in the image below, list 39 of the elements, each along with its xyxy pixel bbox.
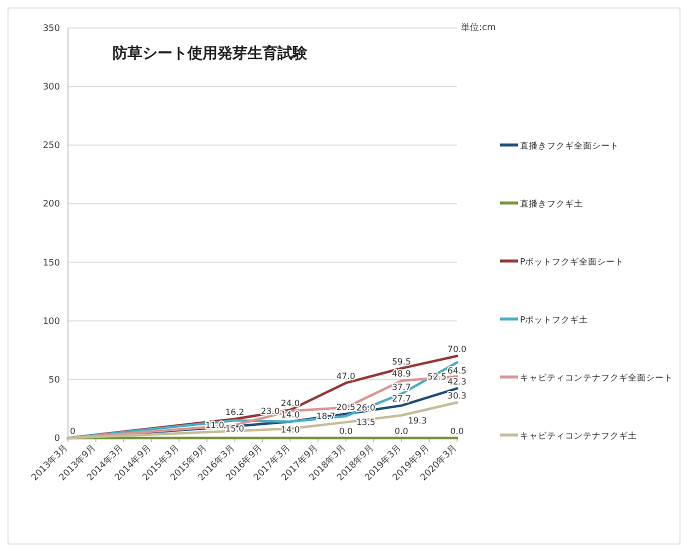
data-label: 14.0 (280, 410, 300, 421)
data-label: 37.7 (392, 382, 411, 393)
data-label: 64.5 (448, 366, 466, 376)
data-label: 48.9 (392, 370, 411, 380)
y-tick-label: 50 (48, 375, 60, 386)
data-label: 14.0 (280, 426, 300, 436)
y-tick-label: 350 (42, 24, 60, 34)
data-label: 59.5 (392, 357, 411, 368)
legend-label: キャビティコンテナフクギ全面シート (520, 372, 673, 384)
data-label: 70.0 (448, 345, 466, 355)
data-label: 47.0 (336, 372, 356, 382)
data-label: 26.0 (356, 404, 376, 414)
legend-label: Pポットフクギ全面シート (520, 256, 624, 268)
y-tick-label: 150 (42, 258, 60, 268)
data-label: 19.3 (408, 416, 427, 426)
legend-label: 直播きフクギ全面シート (520, 140, 619, 152)
data-label: 52.5 (428, 372, 446, 382)
data-label: 30.3 (448, 392, 466, 402)
data-label: 13.5 (356, 418, 376, 428)
legend-label: 直播きフクギ土 (520, 198, 583, 210)
legend-label: Pポットフクギ土 (520, 314, 588, 326)
data-label: 16.2 (225, 408, 244, 418)
data-label: 42.3 (448, 377, 466, 388)
data-label: 20.5 (336, 402, 356, 413)
data-label: 23.0 (260, 407, 280, 418)
y-tick-label: 200 (42, 200, 60, 210)
y-tick-label: 100 (42, 316, 60, 327)
y-tick-label: 300 (42, 82, 60, 93)
data-label: 0.0 (339, 427, 353, 437)
y-tick-label: 250 (42, 141, 60, 152)
y-tick-label: 0 (54, 434, 60, 444)
data-label: 27.7 (392, 394, 411, 405)
data-label: 0.0 (450, 427, 464, 437)
text: 防草シート使用発芽生育試験 (112, 44, 308, 62)
text: 単位:cm (461, 22, 496, 33)
data-label: 24.0 (280, 398, 300, 409)
data-label: 0 (70, 427, 76, 437)
legend-label: キャビティコンテナフクギ土 (520, 430, 637, 442)
data-label: 0.0 (394, 427, 408, 437)
